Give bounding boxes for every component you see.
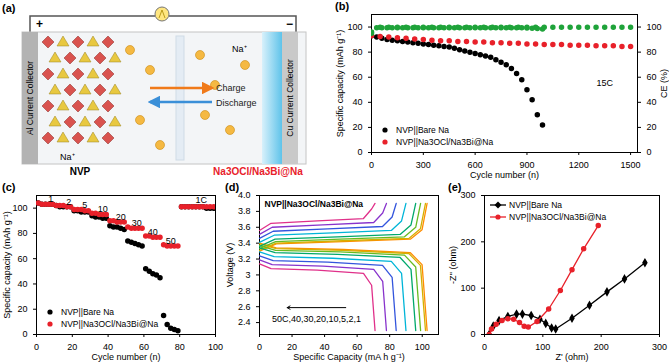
- svg-text:1200: 1200: [569, 160, 589, 170]
- svg-text:2.8: 2.8: [238, 286, 251, 296]
- svg-text:0: 0: [357, 147, 362, 157]
- svg-text:Na⁺: Na⁺: [60, 152, 75, 162]
- svg-text:80: 80: [175, 342, 185, 352]
- svg-text:4.0: 4.0: [238, 190, 251, 200]
- svg-text:20: 20: [17, 304, 27, 314]
- svg-text:80: 80: [647, 47, 657, 57]
- svg-text:Cu Current Collector: Cu Current Collector: [285, 59, 295, 137]
- svg-text:Z' (ohm): Z' (ohm): [555, 352, 588, 362]
- svg-text:20: 20: [647, 122, 657, 132]
- svg-text:Specific Capacity (mA h g⁻¹): Specific Capacity (mA h g⁻¹): [293, 352, 405, 362]
- svg-text:60: 60: [352, 72, 362, 82]
- svg-text:2: 2: [66, 197, 71, 207]
- svg-text:40: 40: [320, 342, 330, 352]
- svg-text:Cycle number (n): Cycle number (n): [470, 170, 539, 180]
- svg-text:30: 30: [132, 218, 142, 228]
- html-text:NVP||Bare Na: NVP||Bare Na: [509, 200, 563, 210]
- svg-text:60: 60: [139, 342, 149, 352]
- svg-text:40: 40: [148, 227, 158, 237]
- svg-text:2.4: 2.4: [238, 317, 251, 327]
- svg-text:100: 100: [347, 22, 362, 32]
- svg-text:Specific capacity (mAh g⁻¹): Specific capacity (mAh g⁻¹): [335, 30, 345, 138]
- svg-text:Specific capacity (mAh g⁻¹): Specific capacity (mAh g⁻¹): [2, 211, 12, 319]
- svg-text:10: 10: [98, 204, 108, 214]
- svg-text:+: +: [36, 17, 43, 31]
- svg-text:3.4: 3.4: [238, 238, 251, 248]
- html-text:NVP||Bare Na: NVP||Bare Na: [396, 125, 450, 135]
- svg-text:Cycle number (n): Cycle number (n): [91, 352, 160, 362]
- svg-text:20: 20: [352, 122, 362, 132]
- svg-text:0: 0: [470, 329, 475, 339]
- svg-text:60: 60: [352, 342, 362, 352]
- svg-text:CE (%): CE (%): [659, 69, 669, 98]
- svg-text:40: 40: [103, 342, 113, 352]
- svg-text:Voltage (V): Voltage (V): [225, 243, 235, 288]
- svg-text:300: 300: [652, 342, 667, 352]
- svg-text:300: 300: [460, 190, 475, 200]
- svg-text:100: 100: [12, 203, 27, 213]
- svg-text:20: 20: [67, 342, 77, 352]
- svg-text:600: 600: [468, 160, 483, 170]
- svg-text:80: 80: [17, 228, 27, 238]
- svg-text:60: 60: [647, 72, 657, 82]
- svg-text:5: 5: [82, 200, 87, 210]
- svg-text:0: 0: [34, 342, 39, 352]
- svg-text:Na⁺: Na⁺: [232, 44, 247, 54]
- svg-text:40: 40: [352, 97, 362, 107]
- svg-text:3.8: 3.8: [238, 206, 251, 216]
- svg-text:0: 0: [22, 329, 27, 339]
- html-text:(c): (c): [2, 181, 16, 193]
- svg-text:0: 0: [647, 147, 652, 157]
- svg-text:40: 40: [647, 97, 657, 107]
- svg-text:200: 200: [594, 342, 609, 352]
- svg-text:50C,40,30,20,10,5,2,1: 50C,40,30,20,10,5,2,1: [272, 313, 361, 323]
- html-text:(d): (d): [225, 181, 239, 193]
- svg-text:80: 80: [385, 342, 395, 352]
- html-text:(e): (e): [448, 181, 462, 193]
- svg-text:−: −: [286, 17, 293, 31]
- svg-text:3: 3: [245, 270, 250, 280]
- svg-text:-Z'' (ohm): -Z'' (ohm): [448, 246, 458, 284]
- svg-text:0: 0: [482, 342, 487, 352]
- svg-text:200: 200: [460, 237, 475, 247]
- svg-text:20: 20: [287, 342, 297, 352]
- svg-text:0: 0: [257, 342, 262, 352]
- svg-text:Discharge: Discharge: [216, 98, 257, 108]
- svg-text:NVP: NVP: [70, 166, 91, 177]
- html-text:NVP||Na3OCl/Na3Bi@Na: NVP||Na3OCl/Na3Bi@Na: [509, 212, 607, 222]
- svg-text:20: 20: [116, 212, 126, 222]
- svg-text:50: 50: [166, 236, 176, 246]
- svg-text:100: 100: [460, 283, 475, 293]
- html-text:NVP||Na3OCl/Na3Bi@Na: NVP||Na3OCl/Na3Bi@Na: [61, 319, 159, 329]
- svg-text:60: 60: [17, 254, 27, 264]
- svg-text:100: 100: [208, 342, 223, 352]
- svg-text:Charge: Charge: [216, 83, 246, 93]
- html-text:NVP||Bare Na: NVP||Bare Na: [61, 307, 115, 317]
- svg-text:1C: 1C: [195, 195, 207, 205]
- svg-text:Al Current Collector: Al Current Collector: [25, 61, 35, 135]
- svg-text:3.6: 3.6: [238, 222, 251, 232]
- svg-text:300: 300: [416, 160, 431, 170]
- svg-text:100: 100: [535, 342, 550, 352]
- svg-text:3.2: 3.2: [238, 254, 251, 264]
- svg-text:100: 100: [647, 22, 662, 32]
- svg-text:100: 100: [415, 342, 430, 352]
- svg-text:(a): (a): [2, 2, 16, 14]
- svg-text:80: 80: [352, 47, 362, 57]
- svg-text:1500: 1500: [621, 160, 641, 170]
- svg-text:NVP||Na3OCl/Na3Bi@Na: NVP||Na3OCl/Na3Bi@Na: [265, 199, 364, 209]
- svg-text:15C: 15C: [596, 78, 613, 88]
- svg-text:0: 0: [369, 160, 374, 170]
- html-text:(b): (b): [335, 0, 349, 12]
- svg-text:40: 40: [17, 279, 27, 289]
- svg-text:1: 1: [48, 194, 53, 204]
- svg-text:2.6: 2.6: [238, 302, 251, 312]
- html-text:NVP||Na3OCl/Na3Bi@Na: NVP||Na3OCl/Na3Bi@Na: [396, 137, 494, 147]
- svg-text:Na3OCl/Na3Bi@Na: Na3OCl/Na3Bi@Na: [213, 166, 303, 177]
- svg-text:900: 900: [519, 160, 534, 170]
